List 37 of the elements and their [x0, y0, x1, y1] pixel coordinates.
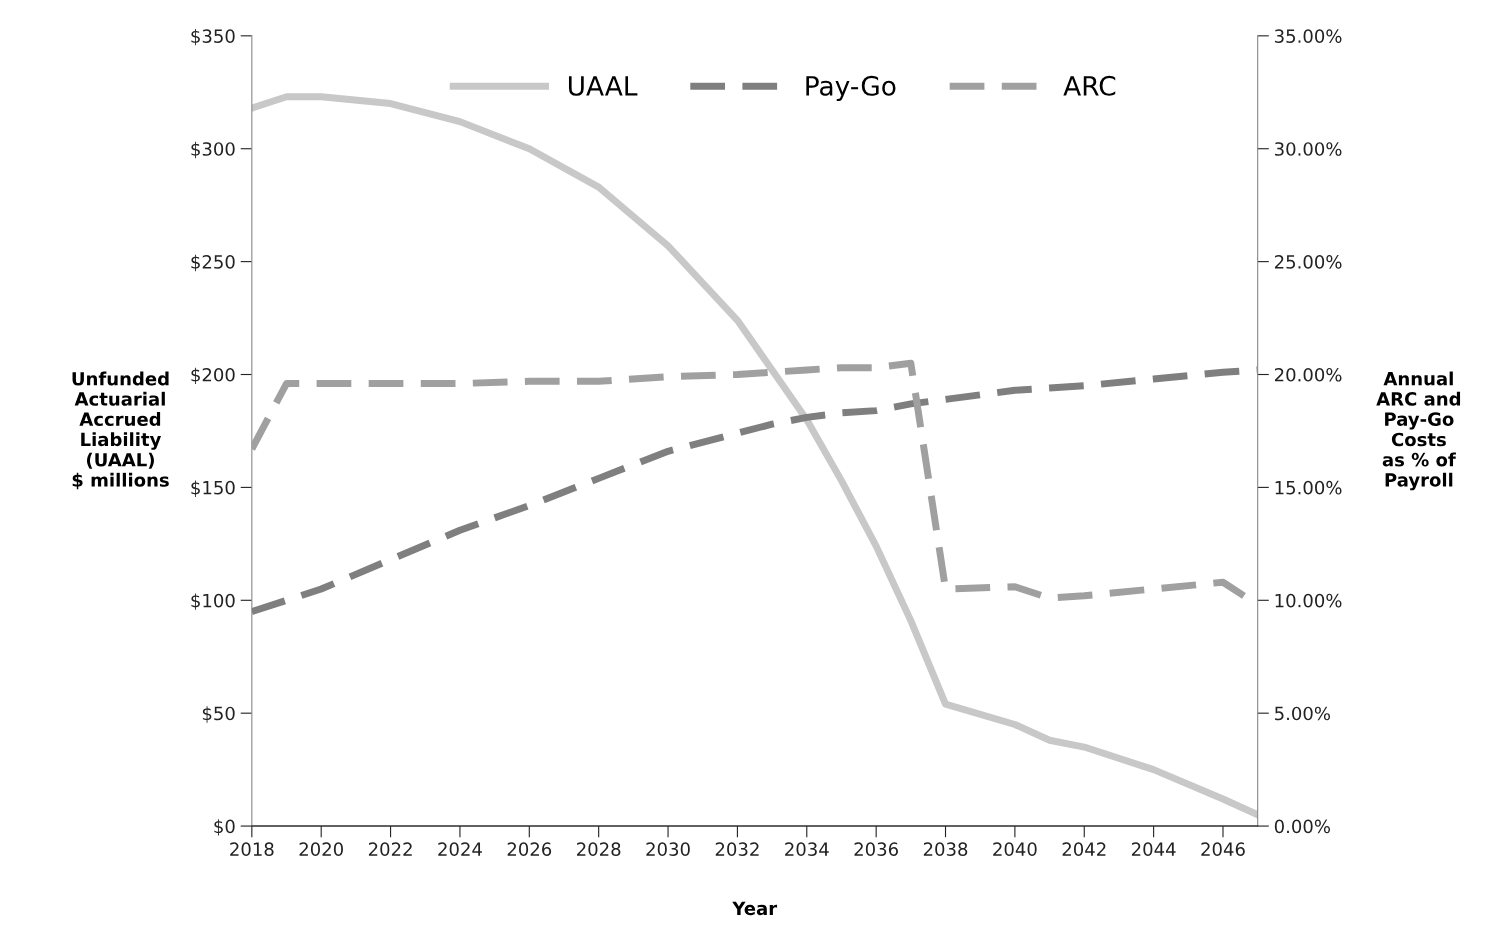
- legend-label: Pay-Go: [806, 75, 896, 101]
- x-tick-label: 2046: [1201, 842, 1245, 857]
- x-tick-label: 2020: [299, 842, 343, 857]
- x-tick-label: 2042: [1062, 842, 1106, 857]
- y2-tick-label: 10.00%: [1275, 593, 1342, 608]
- x-tick-label: 2030: [646, 842, 690, 857]
- y-tick-label: $350: [191, 28, 235, 46]
- y-tick-label: $300: [191, 141, 235, 159]
- y-tick-label: $0: [214, 819, 235, 836]
- x-tick-label: 2028: [577, 842, 621, 857]
- x-tick-label: 2024: [438, 842, 482, 857]
- legend-label: ARC: [1063, 75, 1116, 96]
- y2-tick-label: 35.00%: [1275, 29, 1342, 43]
- legend-label: UAAL: [568, 76, 638, 96]
- y2-tick-label: 0.00%: [1274, 819, 1331, 834]
- x-tick-label: 2038: [923, 842, 968, 857]
- y-tick-label: $50: [202, 706, 235, 723]
- x-tick-label: 2018: [230, 842, 274, 857]
- y-axis-title: Unfunded Actuarial Accrued Liability (UAAL) $ millions: [72, 371, 169, 490]
- x-tick-label: 2034: [785, 842, 829, 857]
- x-tick-label: 2022: [368, 842, 412, 857]
- y2-tick-label: 5.00%: [1275, 706, 1331, 721]
- x-axis-title: Year: [732, 901, 778, 916]
- y2-tick-label: 20.00%: [1274, 367, 1342, 382]
- y2-tick-label: 25.00%: [1274, 255, 1342, 269]
- y-tick-label: $150: [191, 480, 235, 497]
- x-tick-label: 2032: [715, 842, 759, 857]
- y-tick-label: $250: [191, 254, 235, 272]
- y2-tick-label: 15.00%: [1275, 480, 1342, 495]
- y2-axis-title: Annual ARC and Pay-Go Costs as % of Payroll: [1376, 371, 1461, 491]
- x-tick-label: 2040: [993, 842, 1037, 857]
- y-tick-label: $200: [191, 367, 235, 385]
- x-tick-label: 2036: [854, 842, 898, 857]
- y2-tick-label: 30.00%: [1275, 142, 1342, 156]
- x-tick-label: 2026: [507, 842, 552, 857]
- x-tick-label: 2044: [1131, 842, 1176, 857]
- y-tick-label: $100: [191, 593, 235, 610]
